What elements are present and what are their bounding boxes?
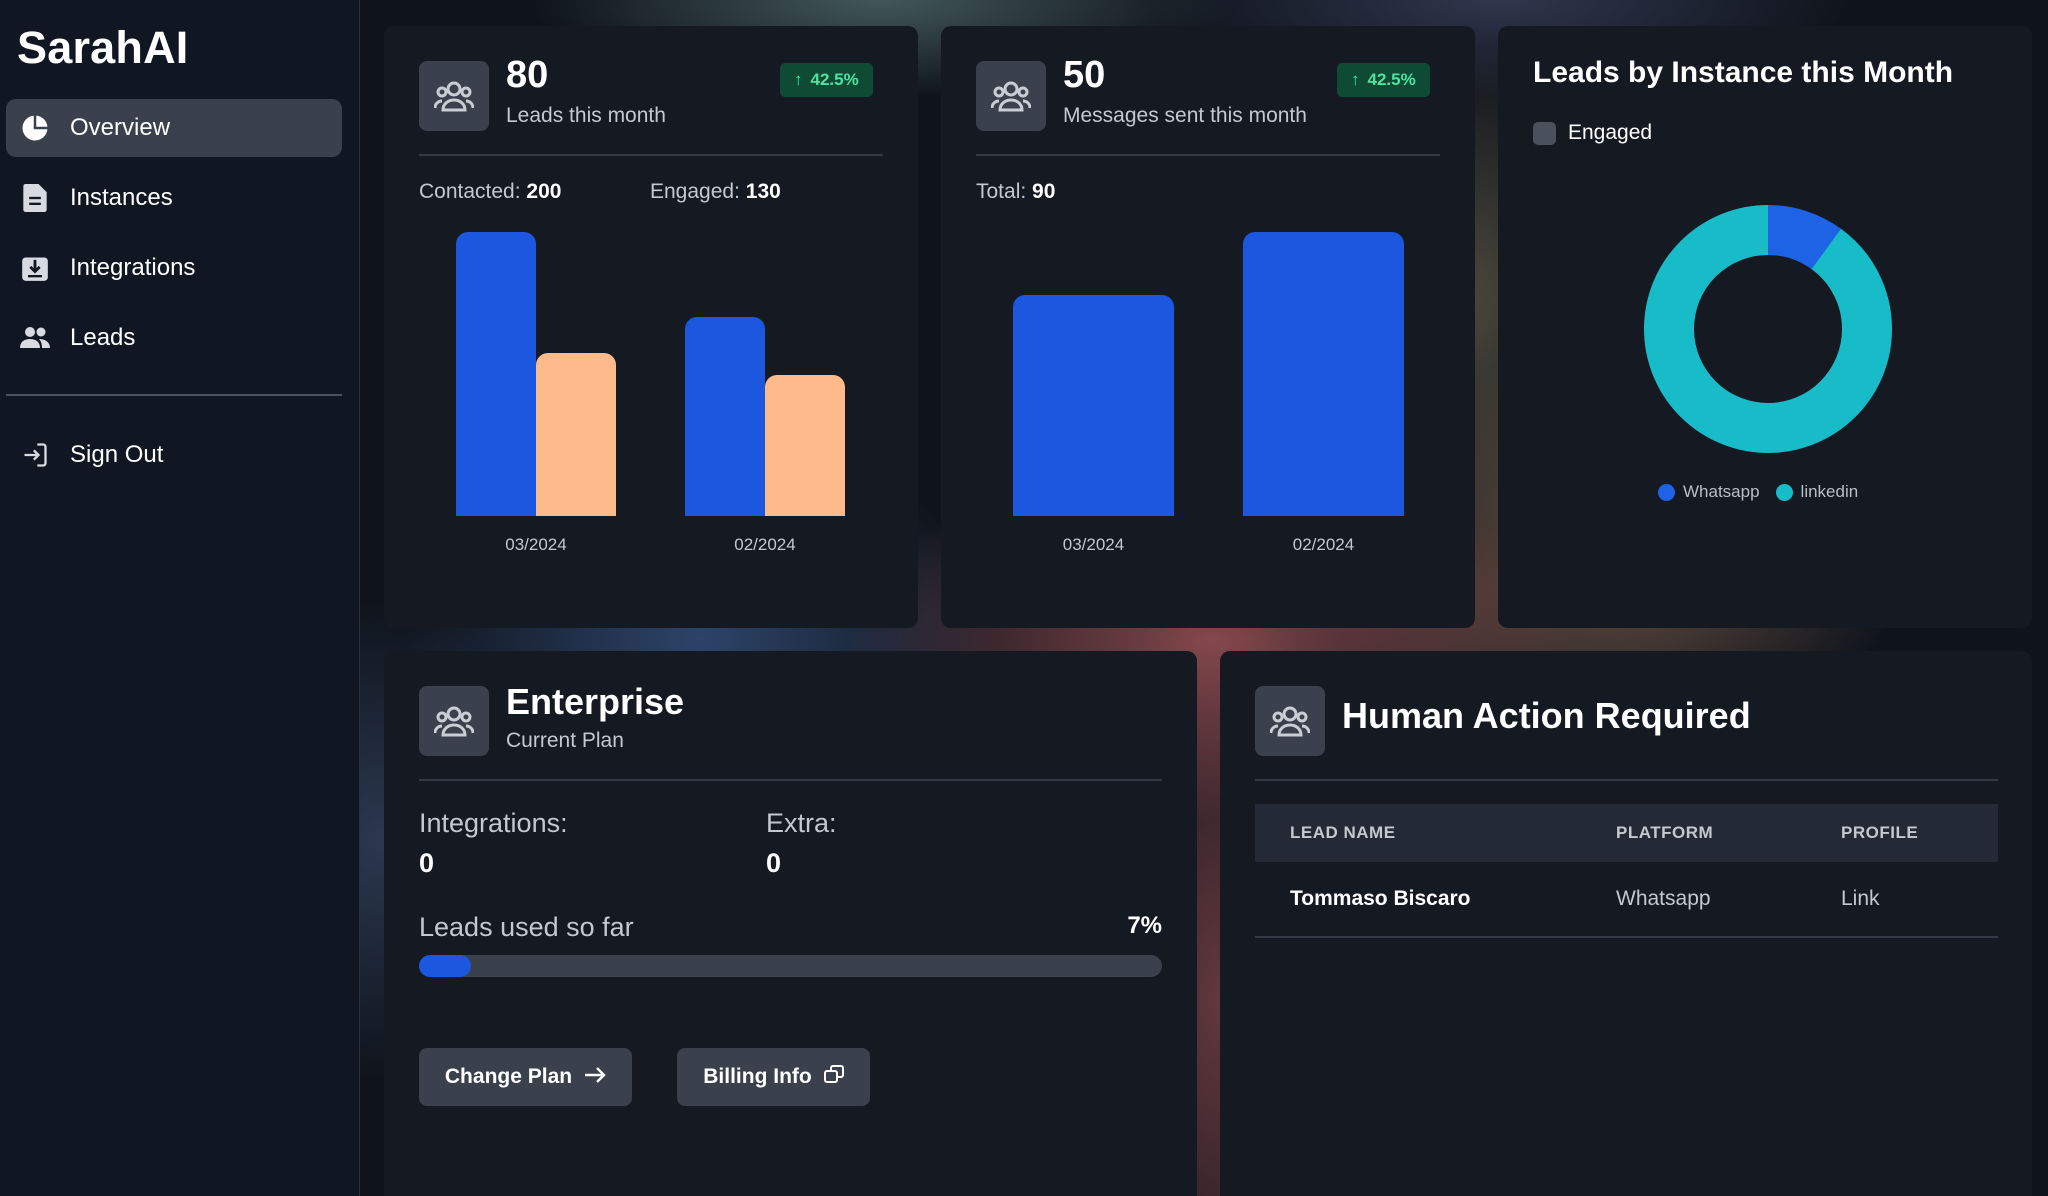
card-divider xyxy=(419,154,883,156)
usage-progress-fill xyxy=(419,955,471,977)
arrow-up-icon: ↑ xyxy=(794,70,803,89)
x-axis-label: 02/2024 xyxy=(1292,535,1355,554)
table-header xyxy=(1255,804,1998,862)
sidebar-item-instances[interactable]: Instances xyxy=(6,169,342,227)
human-action-card: Human Action Required LEAD NAME PLATFORM… xyxy=(1220,651,2032,1196)
sign-out-label: Sign Out xyxy=(70,441,164,468)
sidebar-item-label: Integrations xyxy=(70,254,196,281)
card-divider xyxy=(1255,779,1998,781)
users-icon xyxy=(976,61,1046,131)
card-divider xyxy=(419,779,1162,781)
x-axis-label: 03/2024 xyxy=(505,535,567,554)
bar-03/2024-s1[interactable] xyxy=(536,352,616,516)
leads-count: 80 xyxy=(506,54,549,96)
engaged-label: Engaged: xyxy=(650,180,740,203)
extra-value: 0 xyxy=(766,848,782,878)
download-box-icon xyxy=(20,253,50,283)
sidebar-item-label: Instances xyxy=(70,184,173,211)
document-icon xyxy=(20,183,50,213)
engaged-value: 130 xyxy=(745,180,781,203)
checkbox-box[interactable] xyxy=(1533,121,1556,145)
card-divider xyxy=(976,154,1440,156)
column-header-profile[interactable]: PROFILE xyxy=(1841,823,1919,842)
users-icon xyxy=(419,686,489,756)
bar-02/2024[interactable] xyxy=(1243,232,1404,516)
leads-card: 80 Leads this month ↑ 42.5% Contacted: 2… xyxy=(384,26,918,628)
sign-out-button[interactable]: Sign Out xyxy=(6,426,342,484)
bar-03/2024-s0[interactable] xyxy=(456,232,536,516)
platform-cell: Whatsapp xyxy=(1616,887,1711,910)
legend-dot xyxy=(1658,483,1675,501)
profile-link[interactable]: Link xyxy=(1841,887,1880,910)
total-stat: Total: 90 xyxy=(976,180,1055,204)
sidebar: SarahAI Overview Instances Integrations … xyxy=(0,0,360,1196)
users-icon xyxy=(20,323,50,353)
external-window-icon xyxy=(823,1065,844,1089)
checkbox-label: Engaged xyxy=(1568,121,1653,144)
legend-dot xyxy=(1775,483,1793,501)
row-divider xyxy=(1255,936,1998,938)
plan-subtitle: Current Plan xyxy=(506,729,624,752)
billing-info-button[interactable]: Billing Info xyxy=(677,1048,870,1106)
change-plan-label: Change Plan xyxy=(444,1065,573,1088)
legend-label: Whatsapp xyxy=(1683,482,1760,501)
sidebar-divider xyxy=(6,394,342,396)
card-title: Leads by Instance this Month xyxy=(1533,56,1954,89)
usage-progress-bar xyxy=(419,955,1162,977)
usage-percent: 7% xyxy=(1127,912,1162,939)
sidebar-item-leads[interactable]: Leads xyxy=(6,309,342,367)
integrations-value: 0 xyxy=(419,848,435,878)
lead-name-cell: Tommaso Biscaro xyxy=(1290,887,1471,910)
legend-label: linkedin xyxy=(1800,482,1859,501)
users-icon xyxy=(1255,686,1325,756)
usage-label: Leads used so far xyxy=(419,912,634,942)
billing-info-label: Billing Info xyxy=(703,1065,812,1088)
plan-name: Enterprise xyxy=(506,681,685,722)
sidebar-item-overview[interactable]: Overview xyxy=(6,99,342,157)
pie-chart-icon xyxy=(20,113,50,143)
contacted-stat: Contacted: 200 xyxy=(419,180,561,204)
extra-label: Extra: xyxy=(766,808,837,838)
legend-item-linkedin[interactable]: linkedin xyxy=(1775,482,1859,502)
card-title: Human Action Required xyxy=(1342,695,1751,736)
x-axis-label: 02/2024 xyxy=(734,535,796,554)
chart-legend: Whatsapp linkedin xyxy=(1658,482,1858,502)
integrations-label: Integrations: xyxy=(419,808,568,838)
bar-03/2024[interactable] xyxy=(1013,295,1174,516)
growth-badge-value: 42.5% xyxy=(1367,70,1416,89)
bar-02/2024-s0[interactable] xyxy=(685,317,765,516)
total-value: 90 xyxy=(1032,180,1056,203)
sign-in-arrow-icon xyxy=(20,440,50,470)
change-plan-button[interactable]: Change Plan xyxy=(419,1048,632,1106)
sidebar-item-integrations[interactable]: Integrations xyxy=(6,239,342,297)
sidebar-item-label: Overview xyxy=(70,114,171,141)
users-icon xyxy=(419,61,489,131)
messages-label: Messages sent this month xyxy=(1063,104,1307,127)
x-axis-label: 03/2024 xyxy=(1062,535,1125,554)
growth-badge: ↑ 42.5% xyxy=(1337,63,1430,97)
brand-logo: SarahAI xyxy=(17,22,189,73)
messages-count: 50 xyxy=(1063,54,1106,96)
engaged-stat: Engaged: 130 xyxy=(650,180,781,204)
legend-item-whatsapp[interactable]: Whatsapp xyxy=(1658,482,1760,502)
arrow-up-icon: ↑ xyxy=(1351,70,1360,89)
contacted-label: Contacted: xyxy=(419,180,521,203)
total-label: Total: xyxy=(976,180,1027,203)
growth-badge: ↑ 42.5% xyxy=(780,63,873,97)
growth-badge-value: 42.5% xyxy=(810,70,859,89)
bar-02/2024-s1[interactable] xyxy=(765,375,845,516)
instances-card: Leads by Instance this Month Engaged Wha… xyxy=(1498,26,2032,628)
sidebar-item-label: Leads xyxy=(70,324,136,351)
engaged-checkbox[interactable]: Engaged xyxy=(1533,121,1652,145)
donut-slice-linkedin[interactable] xyxy=(1644,205,1892,453)
column-header-lead-name[interactable]: LEAD NAME xyxy=(1290,823,1396,842)
leads-label: Leads this month xyxy=(506,104,666,127)
messages-card: 50 Messages sent this month ↑ 42.5% Tota… xyxy=(941,26,1475,628)
plan-card: Enterprise Current Plan Integrations: 0 … xyxy=(384,651,1197,1196)
contacted-value: 200 xyxy=(526,180,562,203)
arrow-right-icon xyxy=(584,1065,606,1089)
leads-donut-chart xyxy=(1644,205,1892,453)
column-header-platform[interactable]: PLATFORM xyxy=(1616,823,1714,842)
